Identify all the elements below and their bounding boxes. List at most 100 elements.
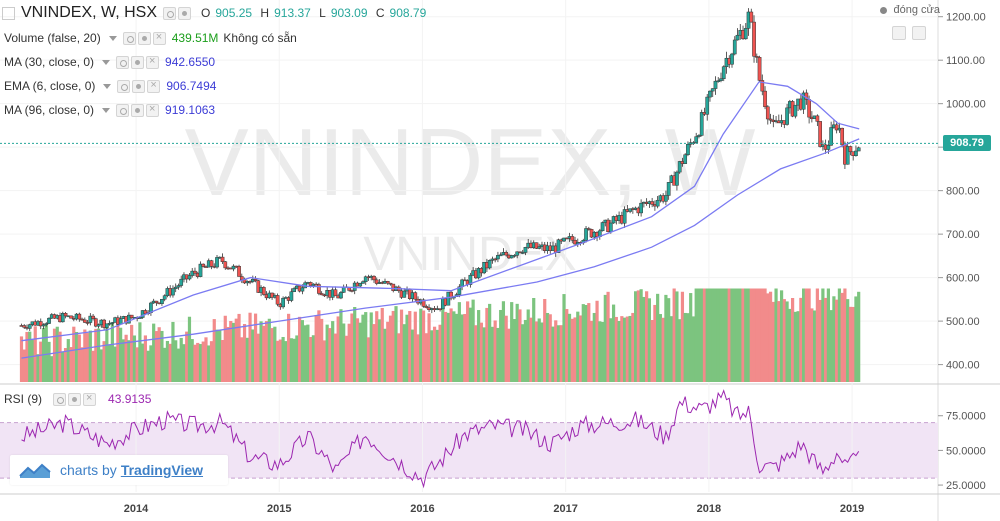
- volume-bar: [295, 335, 299, 382]
- volume-bar: [22, 349, 26, 382]
- chevron-down-icon[interactable]: [108, 35, 117, 41]
- eye-icon[interactable]: [116, 55, 130, 69]
- pane-maximize-icon[interactable]: [912, 26, 926, 40]
- volume-bar: [504, 315, 508, 382]
- volume-bar: [521, 324, 525, 382]
- volume-bar: [620, 316, 624, 382]
- volume-bar: [735, 288, 740, 382]
- eye-icon[interactable]: [116, 103, 130, 117]
- gear-icon[interactable]: [132, 79, 146, 93]
- candle-body: [721, 66, 726, 79]
- candle-body: [675, 171, 679, 186]
- rsi-line: [21, 389, 860, 489]
- volume-bar: [832, 296, 836, 382]
- volume-bar: [322, 340, 327, 382]
- chevron-down-icon[interactable]: [103, 83, 112, 89]
- volume-bar: [391, 310, 395, 382]
- volume-bar: [270, 328, 274, 382]
- close-icon[interactable]: [147, 79, 161, 93]
- close-icon[interactable]: [83, 392, 97, 406]
- ma30-value: 942.6550: [165, 55, 216, 69]
- volume-bar: [779, 290, 784, 382]
- candle-body: [730, 53, 734, 65]
- candle-body: [512, 255, 517, 257]
- close-type-label: đóng cửa: [893, 4, 940, 16]
- candle-body: [818, 121, 822, 147]
- chevron-down-icon[interactable]: [102, 107, 111, 113]
- volume-bar: [534, 321, 539, 382]
- candle-body: [801, 92, 806, 110]
- gear-icon[interactable]: [131, 103, 145, 117]
- volume-bar: [204, 337, 208, 382]
- candle-body: [41, 324, 46, 327]
- volume-bar: [187, 316, 192, 382]
- volume-bar: [697, 288, 701, 382]
- eye-icon[interactable]: [117, 79, 131, 93]
- eye-icon[interactable]: [53, 392, 67, 406]
- volume-bar: [722, 288, 726, 382]
- y-tick-label: 500.00: [946, 316, 980, 328]
- rsi-y-tick-label: 50.0000: [946, 445, 986, 457]
- candle-body: [88, 315, 93, 323]
- volume-bar: [405, 314, 409, 382]
- pane-move-icon[interactable]: [892, 26, 906, 40]
- candle-body: [421, 299, 426, 307]
- volume-bar: [149, 345, 153, 382]
- volume-bar: [209, 341, 214, 382]
- chevron-collapse-icon[interactable]: [2, 6, 15, 20]
- chevron-down-icon[interactable]: [102, 59, 111, 65]
- volume-bar: [105, 327, 109, 382]
- candle-body: [209, 260, 214, 267]
- volume-bar: [430, 330, 434, 382]
- gear-icon[interactable]: [178, 6, 192, 20]
- volume-bar: [196, 342, 200, 382]
- volume-bar: [325, 324, 329, 382]
- volume-bar: [826, 288, 830, 382]
- candle-body: [534, 242, 539, 249]
- volume-bar: [766, 293, 770, 382]
- candle-body: [388, 282, 393, 285]
- volume-bar: [108, 344, 112, 382]
- volume-bar: [807, 288, 811, 382]
- volume-bar: [91, 350, 95, 382]
- candle-body: [815, 115, 820, 122]
- volume-bar: [416, 334, 420, 382]
- volume-bar: [493, 320, 497, 382]
- volume-bar: [33, 326, 37, 382]
- gear-icon[interactable]: [68, 392, 82, 406]
- volume-bar: [813, 310, 817, 382]
- close-value: 908.79: [389, 6, 427, 20]
- volume-bar: [364, 312, 368, 382]
- candle-body: [845, 146, 850, 165]
- volume-bar: [529, 317, 533, 382]
- volume-bar: [526, 309, 530, 382]
- close-icon[interactable]: [146, 103, 160, 117]
- volume-bar: [680, 291, 685, 382]
- gear-icon[interactable]: [131, 55, 145, 69]
- close-icon[interactable]: [146, 55, 160, 69]
- close-type-tag[interactable]: đóng cửa: [880, 4, 940, 16]
- close-icon[interactable]: [152, 31, 166, 45]
- candle-body: [848, 146, 853, 153]
- eye-icon[interactable]: [122, 31, 136, 45]
- volume-bar: [256, 333, 260, 382]
- gear-icon[interactable]: [137, 31, 151, 45]
- branding-link[interactable]: TradingView: [120, 462, 204, 478]
- volume-bar: [342, 323, 346, 382]
- high-value: 913.37: [274, 6, 311, 20]
- candle-body: [261, 287, 266, 295]
- tradingview-badge[interactable]: charts by TradingView: [10, 455, 228, 485]
- eye-icon[interactable]: [163, 6, 177, 20]
- volume-bar: [372, 324, 376, 382]
- candle-body: [96, 324, 101, 327]
- candle-body: [570, 236, 575, 241]
- volume-bar: [94, 328, 98, 382]
- candle-body: [713, 80, 718, 89]
- candle-body: [807, 99, 811, 118]
- volume-bar: [603, 294, 607, 382]
- volume-bar: [39, 341, 43, 382]
- ema6-legend: EMA (6, close, 0) 906.7494: [0, 79, 216, 94]
- x-tick-label: 2016: [410, 503, 434, 515]
- volume-bar: [667, 298, 671, 382]
